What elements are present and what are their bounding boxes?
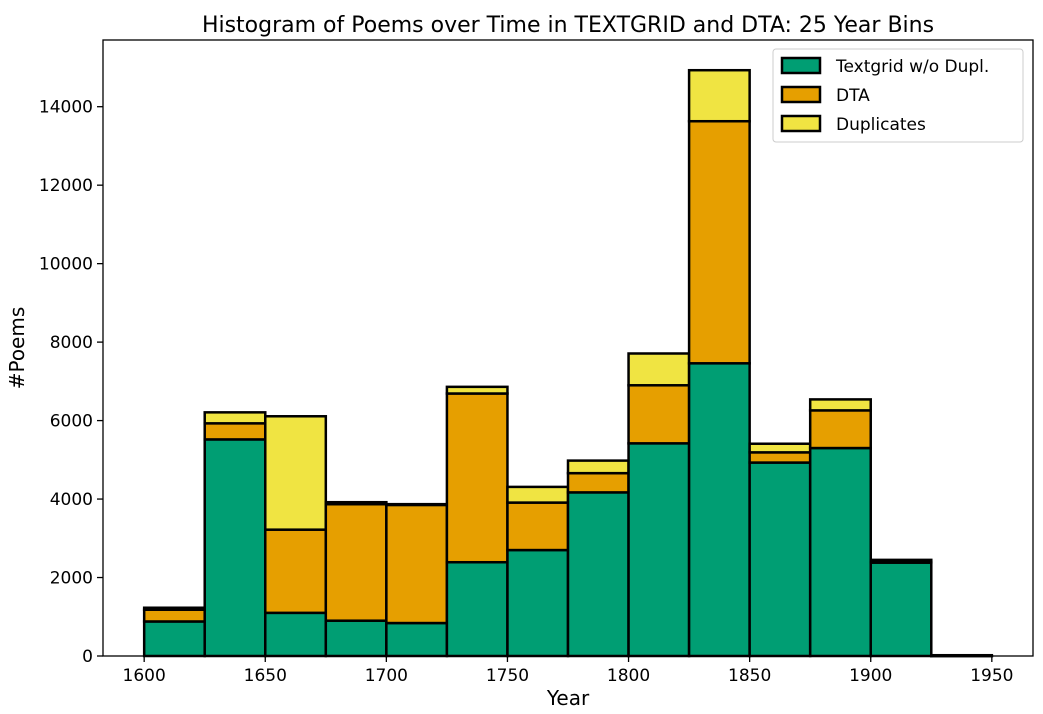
legend-swatch-1 (780, 85, 822, 104)
y-tick-label: 12000 (39, 176, 93, 196)
x-tick-label: 1950 (970, 666, 1013, 686)
bar-1850-series-0 (748, 461, 812, 658)
legend-box (772, 48, 1024, 143)
y-tick-label: 2000 (50, 569, 93, 589)
bar-1625-series-1 (203, 422, 267, 441)
y-axis-ticks: 0 2000 4000 6000 8000 10000 12000 14000 (39, 98, 103, 667)
legend-swatch-2 (780, 114, 822, 133)
bar-1775-series-1 (566, 471, 630, 494)
bar-1800-series-1 (627, 384, 691, 445)
y-axis-label: #Poems (5, 307, 29, 390)
y-tick-label: 0 (82, 647, 93, 667)
bar-1600-series-2 (142, 606, 206, 611)
bar-1875-series-1 (808, 409, 872, 450)
bar-1750-series-1 (506, 501, 570, 552)
x-tick-label: 1650 (244, 666, 287, 686)
x-tick-label: 1750 (486, 666, 529, 686)
bar-1650-series-1 (264, 528, 328, 615)
bar-1825-series-0 (687, 362, 751, 658)
x-tick-label: 1850 (728, 666, 771, 686)
x-tick-label: 1700 (365, 666, 408, 686)
bar-1600-series-1 (142, 608, 206, 623)
y-tick-label: 8000 (50, 333, 93, 353)
bar-1675-series-2 (324, 500, 388, 506)
bar-1700-series-2 (385, 502, 449, 507)
y-tick-label: 4000 (50, 490, 93, 510)
bar-1850-series-1 (748, 451, 812, 464)
bar-1625-series-2 (203, 411, 267, 425)
legend-swatch-0 (780, 56, 822, 75)
bar-1725-series-1 (445, 392, 509, 564)
bar-1650-series-2 (264, 415, 328, 531)
bar-1725-series-2 (445, 385, 509, 395)
bar-1900-series-2 (869, 558, 933, 564)
x-axis-label: Year (546, 686, 590, 710)
bar-1800-series-0 (627, 442, 691, 658)
bar-1775-series-2 (566, 459, 630, 475)
x-axis-ticks: 1600 1650 1700 1750 1800 1850 1900 1950 (123, 656, 1013, 686)
bar-1725-series-0 (445, 560, 509, 658)
bar-1625-series-0 (203, 438, 267, 658)
x-tick-label: 1800 (607, 666, 650, 686)
bar-1700-series-1 (385, 503, 449, 625)
bar-1900-series-0 (869, 561, 933, 658)
bar-1750-series-0 (506, 548, 570, 658)
plot-frame (102, 39, 1034, 657)
y-tick-label: 10000 (39, 255, 93, 275)
legend-label-2: Duplicates (836, 115, 926, 135)
bar-1700-series-0 (385, 621, 449, 658)
bar-1650-series-0 (264, 611, 328, 658)
x-tick-label: 1600 (123, 666, 166, 686)
legend-label-1: DTA (836, 86, 870, 106)
bar-1775-series-0 (566, 491, 630, 658)
y-tick-label: 14000 (39, 98, 93, 118)
bar-1850-series-2 (748, 442, 812, 454)
bar-1800-series-2 (627, 352, 691, 387)
bar-1875-series-2 (808, 398, 872, 412)
y-tick-label: 6000 (50, 412, 93, 432)
legend: Textgrid w/o Dupl. DTA Duplicates (772, 48, 1024, 143)
bar-1600-series-0 (142, 620, 206, 658)
chart-title: Histogram of Poems over Time in TEXTGRID… (202, 13, 934, 38)
bar-1825-series-1 (687, 119, 751, 365)
plot-area (142, 68, 994, 658)
bar-1675-series-0 (324, 619, 388, 658)
bar-1825-series-2 (687, 68, 751, 123)
legend-label-0: Textgrid w/o Dupl. (835, 57, 989, 77)
bar-1675-series-1 (324, 502, 388, 622)
x-tick-label: 1900 (849, 666, 892, 686)
bar-1750-series-2 (506, 485, 570, 504)
bar-1875-series-0 (808, 446, 872, 658)
